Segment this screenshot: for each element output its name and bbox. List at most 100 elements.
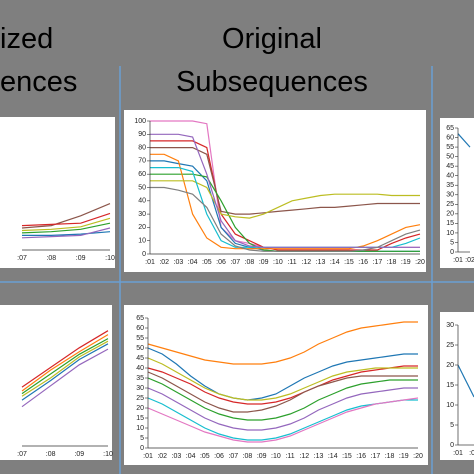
x-tick-label: :01 <box>143 453 153 460</box>
x-tick-label: :05 <box>200 453 210 460</box>
series-line <box>457 364 474 398</box>
y-tick-label: 65 <box>136 315 144 322</box>
y-tick-label: 15 <box>446 382 454 389</box>
y-tick-label: 25 <box>446 201 454 208</box>
x-tick-label: :05 <box>202 259 212 266</box>
series-line <box>147 357 418 401</box>
x-tick-label: :10 <box>103 451 113 458</box>
y-tick-label: 40 <box>446 173 454 180</box>
x-tick-label: :01 <box>453 257 463 264</box>
x-tick-label: :06 <box>216 259 226 266</box>
x-tick-label: :01 <box>145 259 155 266</box>
x-tick-label: :09 <box>74 451 84 458</box>
x-tick-label: :06 <box>214 453 224 460</box>
series-line <box>150 153 421 250</box>
y-tick-label: 10 <box>446 230 454 237</box>
series-line <box>21 217 111 232</box>
x-tick-label: :07 <box>17 451 27 458</box>
series-line <box>21 203 111 229</box>
y-tick-label: 15 <box>446 220 454 227</box>
y-tick-label: 50 <box>136 345 144 352</box>
series-line <box>147 321 418 365</box>
x-tick-label: :09 <box>259 259 269 266</box>
y-tick-label: 40 <box>136 365 144 372</box>
x-tick-label: :09 <box>76 255 86 262</box>
heading: ized <box>0 23 53 55</box>
x-tick-label: :10 <box>273 259 283 266</box>
x-tick-label: :14 <box>328 453 338 460</box>
y-tick-label: 50 <box>138 184 146 191</box>
y-tick-label: 60 <box>138 171 146 178</box>
y-tick-label: 60 <box>136 325 144 332</box>
x-tick-label: :02 <box>465 257 474 264</box>
y-tick-label: 25 <box>136 395 144 402</box>
series-line <box>147 377 418 421</box>
y-tick-label: 10 <box>136 425 144 432</box>
y-tick-label: 25 <box>446 342 454 349</box>
y-tick-label: 30 <box>136 385 144 392</box>
heading: Subsequences <box>176 66 368 98</box>
series-line <box>147 347 418 401</box>
series-line <box>21 343 109 401</box>
x-tick-label: :20 <box>415 259 425 266</box>
x-tick-label: :02 <box>159 259 169 266</box>
y-tick-label: 50 <box>446 153 454 160</box>
series-line <box>150 147 420 215</box>
y-tick-label: 0 <box>142 251 146 258</box>
y-tick-label: 20 <box>446 362 454 369</box>
y-tick-label: 100 <box>134 118 146 125</box>
x-tick-label: :19 <box>399 453 409 460</box>
x-tick-label: :04 <box>186 453 196 460</box>
y-tick-label: 55 <box>446 144 454 151</box>
x-tick-label: :07 <box>228 453 238 460</box>
series-line <box>150 186 421 252</box>
series-line <box>21 348 109 408</box>
series-line <box>21 227 111 239</box>
y-tick-label: 70 <box>138 158 146 165</box>
x-tick-label: :15 <box>342 453 352 460</box>
x-tick-label: :02 <box>469 450 474 457</box>
x-tick-label: :02 <box>157 453 167 460</box>
x-tick-label: :11 <box>287 259 296 266</box>
x-tick-label: :14 <box>330 259 340 266</box>
chart-panel: 0 5 10 15 20 25 30 35 40 45 50 55 60 65:01:02 <box>440 118 474 268</box>
y-tick-label: 0 <box>140 445 144 452</box>
y-tick-label: 45 <box>446 163 454 170</box>
series-line <box>457 133 471 148</box>
x-tick-label: :08 <box>46 451 56 458</box>
series-line <box>21 222 111 234</box>
x-tick-label: :13 <box>316 259 326 266</box>
x-tick-label: :07 <box>17 255 27 262</box>
y-tick-label: 30 <box>446 192 454 199</box>
series-line <box>21 330 109 388</box>
series-line <box>150 180 420 219</box>
x-tick-label: :17 <box>373 259 383 266</box>
x-tick-label: :03 <box>174 259 184 266</box>
heading: ences <box>0 66 77 98</box>
y-tick-label: 90 <box>138 131 146 138</box>
x-tick-label: :13 <box>314 453 324 460</box>
y-tick-label: 0 <box>450 249 454 256</box>
series-line <box>147 387 418 431</box>
x-tick-label: :19 <box>401 259 411 266</box>
x-tick-label: :10 <box>105 255 115 262</box>
panel <box>440 118 474 268</box>
x-tick-label: :12 <box>299 453 309 460</box>
series-line <box>21 338 109 395</box>
heading: Original <box>222 23 322 55</box>
chart-panel: 0 5 10 15 20 25 30:01:02 <box>440 312 474 460</box>
x-tick-label: :08 <box>245 259 255 266</box>
x-tick-label: :16 <box>356 453 366 460</box>
y-tick-label: 15 <box>136 415 144 422</box>
x-tick-label: :01 <box>453 450 463 457</box>
x-tick-label: :12 <box>301 259 311 266</box>
series-line <box>147 365 418 405</box>
series-line <box>21 334 109 392</box>
x-tick-label: :17 <box>371 453 381 460</box>
chart-panel: :07 :08 :09 :10 <box>0 305 113 460</box>
y-tick-label: 45 <box>136 355 144 362</box>
y-tick-label: 30 <box>446 322 454 329</box>
y-tick-label: 5 <box>450 422 454 429</box>
x-tick-label: :20 <box>413 453 423 460</box>
